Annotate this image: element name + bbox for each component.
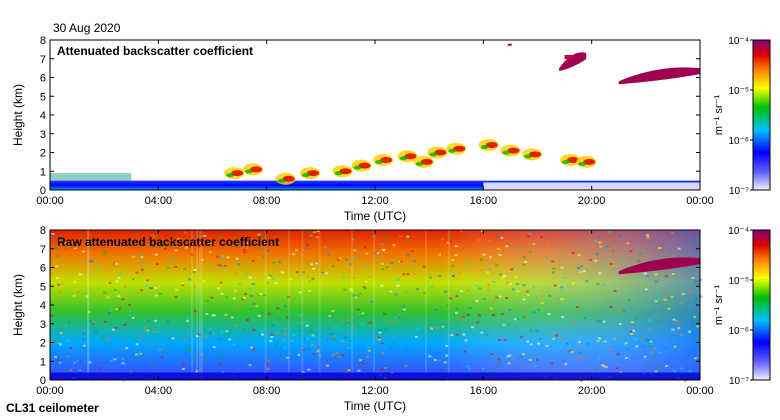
colorbar-tick-label: 10⁻⁶ (728, 326, 749, 337)
x-tick-label: 00:00 (686, 195, 714, 207)
panel-title-2: Raw attenuated backscatter coefficient (57, 235, 280, 249)
plot-area (50, 40, 700, 190)
x-axis-label: Time (UTC) (344, 399, 406, 413)
y-tick-label: 7 (40, 54, 46, 66)
high-cloud-2 (618, 67, 700, 85)
y-tick-label: 8 (40, 225, 46, 237)
x-tick-label: 20:00 (578, 195, 606, 207)
x-tick-label: 16:00 (470, 385, 498, 397)
y-tick-label: 0 (40, 375, 46, 387)
instrument-label: CL31 ceilometer (6, 401, 99, 415)
y-tick-label: 3 (40, 129, 46, 141)
y-tick-label: 4 (40, 110, 46, 122)
y-tick-label: 3 (40, 319, 46, 331)
colorbar-tick-label: 10⁻⁷ (729, 186, 749, 197)
y-tick-label: 1 (40, 166, 46, 178)
x-tick-label: 04:00 (145, 385, 173, 397)
panel-title-1: Attenuated backscatter coefficient (57, 44, 254, 58)
y-tick-label: 7 (40, 244, 46, 256)
y-axis-label: Height (km) (11, 84, 25, 146)
colorbar-label: m⁻¹ sr⁻¹ (713, 285, 725, 326)
x-tick-label: 00:00 (36, 385, 64, 397)
colorbar-gradient (752, 229, 771, 381)
colorbar: 10⁻⁴ 10⁻⁵ 10⁻⁶ 10⁻⁷ m⁻¹ sr⁻¹ (713, 36, 771, 197)
y-tick-label: 6 (40, 263, 46, 275)
panel-2: 0 1 2 3 4 5 6 7 8 00:00 04:00 08:00 12:00 16:00 20:00 0… (11, 225, 771, 413)
boundary-layer (50, 180, 700, 190)
x-tick-label: 20:00 (578, 385, 606, 397)
y-tick-label: 1 (40, 356, 46, 368)
colorbar-tick-label: 10⁻⁵ (728, 86, 749, 97)
noise-speckle (50, 230, 703, 382)
colorbar-tick-label: 10⁻⁴ (728, 226, 749, 237)
page-date: 30 Aug 2020 (53, 21, 121, 35)
y-tick-label: 4 (40, 300, 46, 312)
cloud-band (224, 139, 597, 185)
y-tick-label: 6 (40, 73, 46, 85)
x-tick-label: 12:00 (361, 385, 389, 397)
x-tick-label: 00:00 (686, 385, 714, 397)
high-cloud-2 (618, 257, 700, 275)
y-tick-label: 2 (40, 338, 46, 350)
y-tick-label: 2 (40, 148, 46, 160)
x-tick-label: 08:00 (253, 195, 281, 207)
colorbar-label: m⁻¹ sr⁻¹ (713, 95, 725, 136)
x-tick-label: 16:00 (470, 195, 498, 207)
colorbar-tick-label: 10⁻⁵ (728, 276, 749, 287)
y-tick-label: 0 (40, 185, 46, 197)
colorbar-gradient (752, 39, 771, 191)
y-tick-label: 5 (40, 91, 46, 103)
x-tick-label: 00:00 (36, 195, 64, 207)
x-tick-label: 12:00 (361, 195, 389, 207)
high-cloud-1 (559, 52, 587, 72)
y-tick-label: 8 (40, 35, 46, 47)
high-cloud-fragment (507, 43, 512, 46)
y-tick-label: 5 (40, 281, 46, 293)
high-cloud-fragment (564, 55, 575, 59)
colorbar-tick-label: 10⁻⁶ (728, 136, 749, 147)
early-aerosol (50, 173, 132, 181)
panel-1: 0 1 2 3 4 5 6 7 8 00:00 04:00 08:00 12:00 16:00 20:00 0… (11, 35, 771, 223)
x-tick-label: 08:00 (253, 385, 281, 397)
colorbar-tick-label: 10⁻⁷ (729, 376, 749, 387)
colorbar: 10⁻⁴ 10⁻⁵ 10⁻⁶ 10⁻⁷ m⁻¹ sr⁻¹ (713, 226, 771, 387)
x-tick-label: 04:00 (145, 195, 173, 207)
colorbar-tick-label: 10⁻⁴ (728, 36, 749, 47)
y-axis-label: Height (km) (11, 274, 25, 336)
x-axis-label: Time (UTC) (344, 209, 406, 223)
